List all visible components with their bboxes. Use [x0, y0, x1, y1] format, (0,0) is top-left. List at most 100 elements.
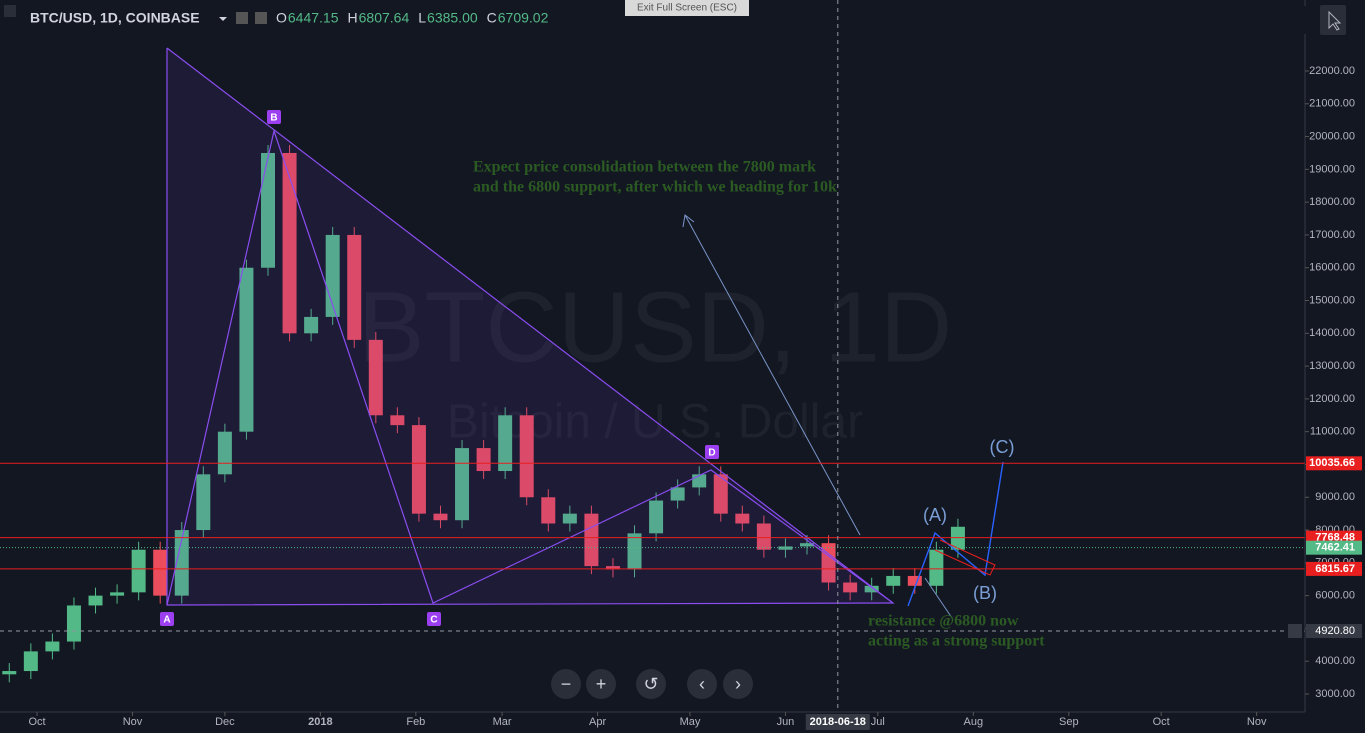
- x-tick-label: Sep: [1059, 716, 1079, 728]
- candle: [713, 474, 728, 514]
- candle: [735, 513, 750, 524]
- candle: [196, 474, 211, 531]
- chart-area: [0, 0, 1305, 712]
- pattern-label: D: [708, 448, 715, 459]
- y-tick-label: 11000.00: [1310, 426, 1355, 438]
- flag: [934, 539, 996, 576]
- pattern-label: A: [163, 615, 170, 626]
- arrow-head: [682, 214, 695, 228]
- y-tick-label: 6000.00: [1315, 590, 1355, 602]
- candle: [584, 513, 599, 567]
- price-tag-label: 7768.48: [1315, 532, 1355, 544]
- ohlc-key: O: [276, 10, 287, 26]
- wave-path: [907, 461, 1004, 607]
- y-tick-label: 22000.00: [1309, 65, 1355, 77]
- pattern-label-box: [705, 445, 719, 459]
- candle: [929, 549, 944, 586]
- candle: [864, 585, 879, 593]
- x-tick-label: May: [680, 716, 701, 728]
- ohlc-value: 6709.02: [498, 10, 549, 26]
- toolbar-icon[interactable]: +: [596, 674, 607, 694]
- y-tick-label: 4000.00: [1315, 655, 1355, 667]
- watermark-subtitle: Bitcoin / U.S. Dollar: [447, 396, 863, 449]
- y-tick-label: 13000.00: [1309, 360, 1355, 372]
- icon[interactable]: [255, 12, 267, 24]
- wave-label: (A): [923, 505, 947, 525]
- toolbar-button[interactable]: [723, 669, 753, 699]
- triangle: [166, 47, 895, 606]
- candle: [261, 152, 275, 268]
- toolbar-button[interactable]: [586, 669, 616, 699]
- toolbar-icon[interactable]: ↺: [643, 674, 658, 694]
- candle: [153, 549, 168, 596]
- icon: [4, 5, 16, 17]
- axes: 3000.004000.005000.006000.007000.008000.…: [28, 65, 1362, 730]
- arrow: [684, 214, 861, 536]
- bottom-toolbar: − + ↺ ‹ ›: [551, 669, 753, 699]
- ohlc-value: 6385.00: [427, 10, 478, 26]
- exit-button-label[interactable]: Exit Full Screen (ESC): [637, 3, 737, 14]
- x-tick-label: Oct: [1153, 716, 1170, 728]
- y-tick-label: 12000.00: [1309, 393, 1355, 405]
- x-tick-label: Jun: [777, 716, 795, 728]
- candle: [886, 575, 901, 586]
- toolbar-icon[interactable]: ›: [735, 674, 741, 694]
- y-tick-label: 9000.00: [1315, 491, 1355, 503]
- toolbar-button[interactable]: [687, 669, 717, 699]
- candle: [368, 339, 383, 416]
- candle: [455, 448, 470, 521]
- x-tick-label: Apr: [589, 716, 606, 728]
- cursor-tool[interactable]: [1320, 5, 1346, 35]
- toolbar-button[interactable]: [636, 669, 666, 699]
- candle: [66, 605, 81, 642]
- x-tick-label: Oct: [28, 716, 45, 728]
- candle: [843, 582, 858, 593]
- candle: [282, 152, 297, 334]
- y-tick-label: 21000.00: [1309, 98, 1355, 110]
- arrow: [924, 577, 953, 619]
- toolbar-button[interactable]: [551, 669, 581, 699]
- menu[interactable]: [1300, 6, 1316, 34]
- candle: [670, 487, 685, 501]
- candle: [347, 234, 362, 340]
- candle: [562, 513, 577, 524]
- x-tick-label: Nov: [1247, 716, 1267, 728]
- icon[interactable]: [236, 12, 248, 24]
- candle: [433, 513, 448, 521]
- candle: [174, 530, 189, 596]
- watermark-title: BTCUSD, 1D: [358, 271, 953, 383]
- plus-button[interactable]: [1288, 624, 1302, 639]
- candle: [88, 595, 103, 606]
- price-axis: [1305, 0, 1365, 733]
- candle: [390, 415, 405, 426]
- cursor-icon: [1328, 10, 1342, 31]
- symbol[interactable]: BTC/USD, 1D, COINBASE: [30, 10, 200, 26]
- crosshair-date: 2018-06-18: [810, 716, 866, 728]
- x-tick-label: 2018: [308, 716, 332, 728]
- ohlc: O 6447.15 H 6807.64 L 6385.00 C 6709.02: [276, 10, 549, 26]
- candle: [239, 267, 254, 432]
- annotation: acting as a strong support: [868, 633, 1045, 650]
- toolbar-icon[interactable]: ‹: [699, 674, 705, 694]
- ohlc-key: C: [487, 10, 497, 26]
- x-tick-label: Nov: [123, 716, 143, 728]
- y-tick-label: 18000.00: [1309, 196, 1355, 208]
- wave-label: (B): [973, 583, 997, 603]
- dropdown[interactable]: [219, 17, 227, 21]
- candle: [541, 497, 556, 524]
- ohlc-key: L: [418, 10, 426, 26]
- exit-button[interactable]: [625, 0, 749, 16]
- candle: [519, 415, 534, 498]
- abcd-pattern: [166, 128, 894, 606]
- crosshair-x-tag: [805, 714, 870, 730]
- toolbar-icon[interactable]: −: [561, 674, 572, 694]
- annotation: Expect price consolidation between the 7…: [473, 159, 816, 176]
- crosshair-y-tag: [1306, 624, 1362, 639]
- price-tag-label: 6815.67: [1315, 563, 1355, 575]
- pattern-label-box: [267, 110, 281, 124]
- candle: [778, 546, 793, 550]
- candle: [411, 425, 426, 514]
- pattern-label: B: [270, 113, 277, 124]
